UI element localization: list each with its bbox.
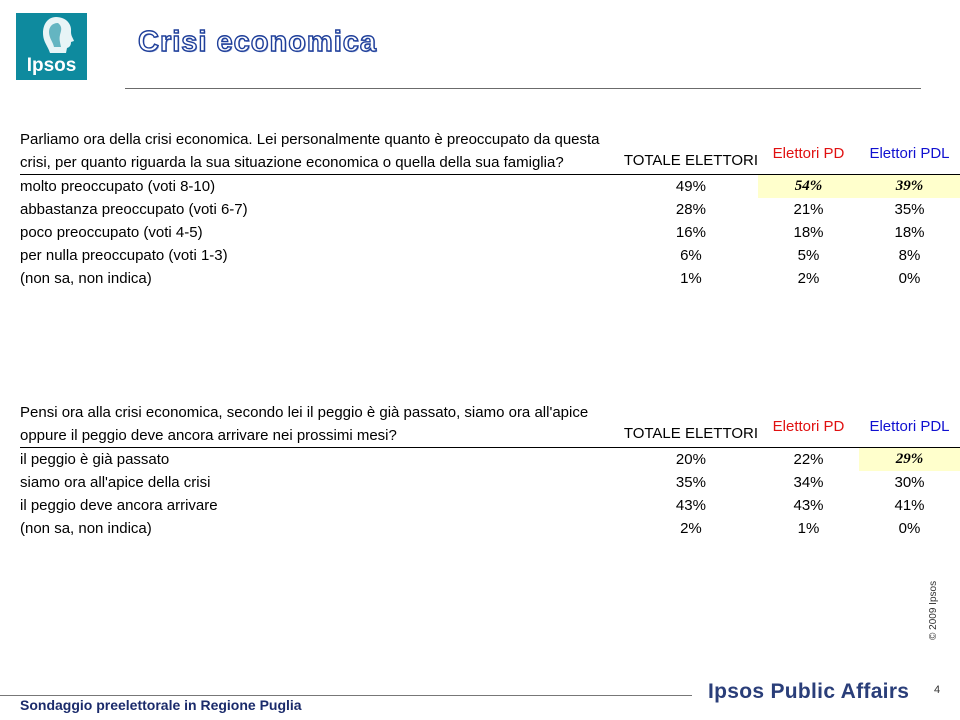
title-divider bbox=[125, 88, 921, 89]
question2-text: Pensi ora alla crisi economica, secondo … bbox=[20, 401, 624, 448]
page-title: Crisi economica bbox=[137, 25, 378, 58]
profile-head-icon bbox=[43, 17, 74, 53]
table-row: il peggio è già passato 20% 22% 29% bbox=[20, 447, 960, 471]
cell-pdl: 30% bbox=[894, 474, 925, 491]
question1-header: Parliamo ora della crisi economica. Lei … bbox=[20, 128, 960, 175]
logo-text: Ipsos bbox=[26, 55, 77, 76]
page-number: 4 bbox=[934, 684, 941, 696]
row-label: siamo ora all'apice della crisi bbox=[20, 474, 211, 491]
cell-totale: 28% bbox=[675, 201, 706, 218]
cell-pdl: 8% bbox=[898, 247, 921, 264]
table-row: per nulla preoccupato (voti 1-3) 6% 5% 8… bbox=[20, 244, 960, 267]
cell-pd: 2% bbox=[797, 270, 820, 287]
question1-text: Parliamo ora della crisi economica. Lei … bbox=[20, 128, 624, 175]
question2-header: Pensi ora alla crisi economica, secondo … bbox=[20, 401, 960, 448]
cell-totale: 35% bbox=[675, 474, 706, 491]
col-pd-label: Elettori PD bbox=[772, 145, 845, 162]
footer-brand: Ipsos Public Affairs bbox=[708, 680, 910, 703]
ipsos-logo: Ipsos bbox=[16, 13, 87, 80]
cell-totale: 20% bbox=[675, 451, 706, 468]
cell-totale: 1% bbox=[680, 270, 702, 287]
cell-pdl: 0% bbox=[898, 520, 921, 537]
copyright-note: © 2009 Ipsos bbox=[928, 580, 939, 640]
cell-pd: 18% bbox=[793, 224, 824, 241]
col-pdl-label: Elettori PDL bbox=[869, 145, 950, 162]
cell-pd: 43% bbox=[793, 497, 824, 514]
cell-totale: 49% bbox=[675, 178, 706, 195]
cell-pd: 21% bbox=[793, 201, 824, 218]
table-row: siamo ora all'apice della crisi 35% 34% … bbox=[20, 471, 960, 494]
col-totale-label: TOTALE ELETTORI bbox=[623, 425, 759, 442]
row-label: poco preoccupato (voti 4-5) bbox=[20, 224, 203, 241]
cell-totale: 43% bbox=[675, 497, 706, 514]
cell-totale: 6% bbox=[680, 247, 702, 264]
cell-pd: 34% bbox=[793, 474, 824, 491]
col-pd-header: Elettori PD bbox=[758, 401, 859, 448]
cell-pd: 1% bbox=[797, 520, 820, 537]
table-row: (non sa, non indica) 2% 1% 0% bbox=[20, 517, 960, 540]
cell-pdl: 0% bbox=[898, 270, 921, 287]
cell-pd: 5% bbox=[797, 247, 820, 264]
col-totale-header: TOTALE ELETTORI bbox=[623, 128, 759, 175]
row-label: il peggio è già passato bbox=[20, 451, 170, 468]
row-label: molto preoccupato (voti 8-10) bbox=[20, 178, 216, 195]
cell-pd: 54% bbox=[758, 174, 859, 198]
row-label: il peggio deve ancora arrivare bbox=[20, 497, 218, 514]
cell-pd: 22% bbox=[793, 451, 824, 468]
cell-totale: 16% bbox=[675, 224, 706, 241]
col-totale-label: TOTALE ELETTORI bbox=[623, 152, 759, 169]
table-row: (non sa, non indica) 1% 2% 0% bbox=[20, 267, 960, 290]
cell-pdl: 35% bbox=[894, 201, 925, 218]
question2-table: Pensi ora alla crisi economica, secondo … bbox=[20, 401, 960, 540]
cell-totale: 2% bbox=[680, 520, 702, 537]
col-pdl-header: Elettori PDL bbox=[859, 128, 960, 175]
table-row: abbastanza preoccupato (voti 6-7) 28% 21… bbox=[20, 198, 960, 221]
row-label: (non sa, non indica) bbox=[20, 520, 152, 537]
table-row: molto preoccupato (voti 8-10) 49% 54% 39… bbox=[20, 174, 960, 198]
cell-pdl: 18% bbox=[894, 224, 925, 241]
row-label: per nulla preoccupato (voti 1-3) bbox=[20, 247, 228, 264]
col-pd-label: Elettori PD bbox=[772, 418, 845, 435]
table-row: poco preoccupato (voti 4-5) 16% 18% 18% bbox=[20, 221, 960, 244]
footer-survey-title: Sondaggio preelettorale in Regione Pugli… bbox=[20, 697, 302, 713]
col-pdl-label: Elettori PDL bbox=[869, 418, 950, 435]
cell-pdl: 41% bbox=[894, 497, 925, 514]
row-label: (non sa, non indica) bbox=[20, 270, 152, 287]
row-label: abbastanza preoccupato (voti 6-7) bbox=[20, 201, 248, 218]
col-pdl-header: Elettori PDL bbox=[859, 401, 960, 448]
footer-divider bbox=[0, 695, 692, 696]
question1-table: Parliamo ora della crisi economica. Lei … bbox=[20, 128, 960, 290]
cell-pdl: 39% bbox=[859, 174, 960, 198]
col-totale-header: TOTALE ELETTORI bbox=[623, 401, 759, 448]
cell-pdl: 29% bbox=[859, 447, 960, 471]
table-row: il peggio deve ancora arrivare 43% 43% 4… bbox=[20, 494, 960, 517]
col-pd-header: Elettori PD bbox=[758, 128, 859, 175]
